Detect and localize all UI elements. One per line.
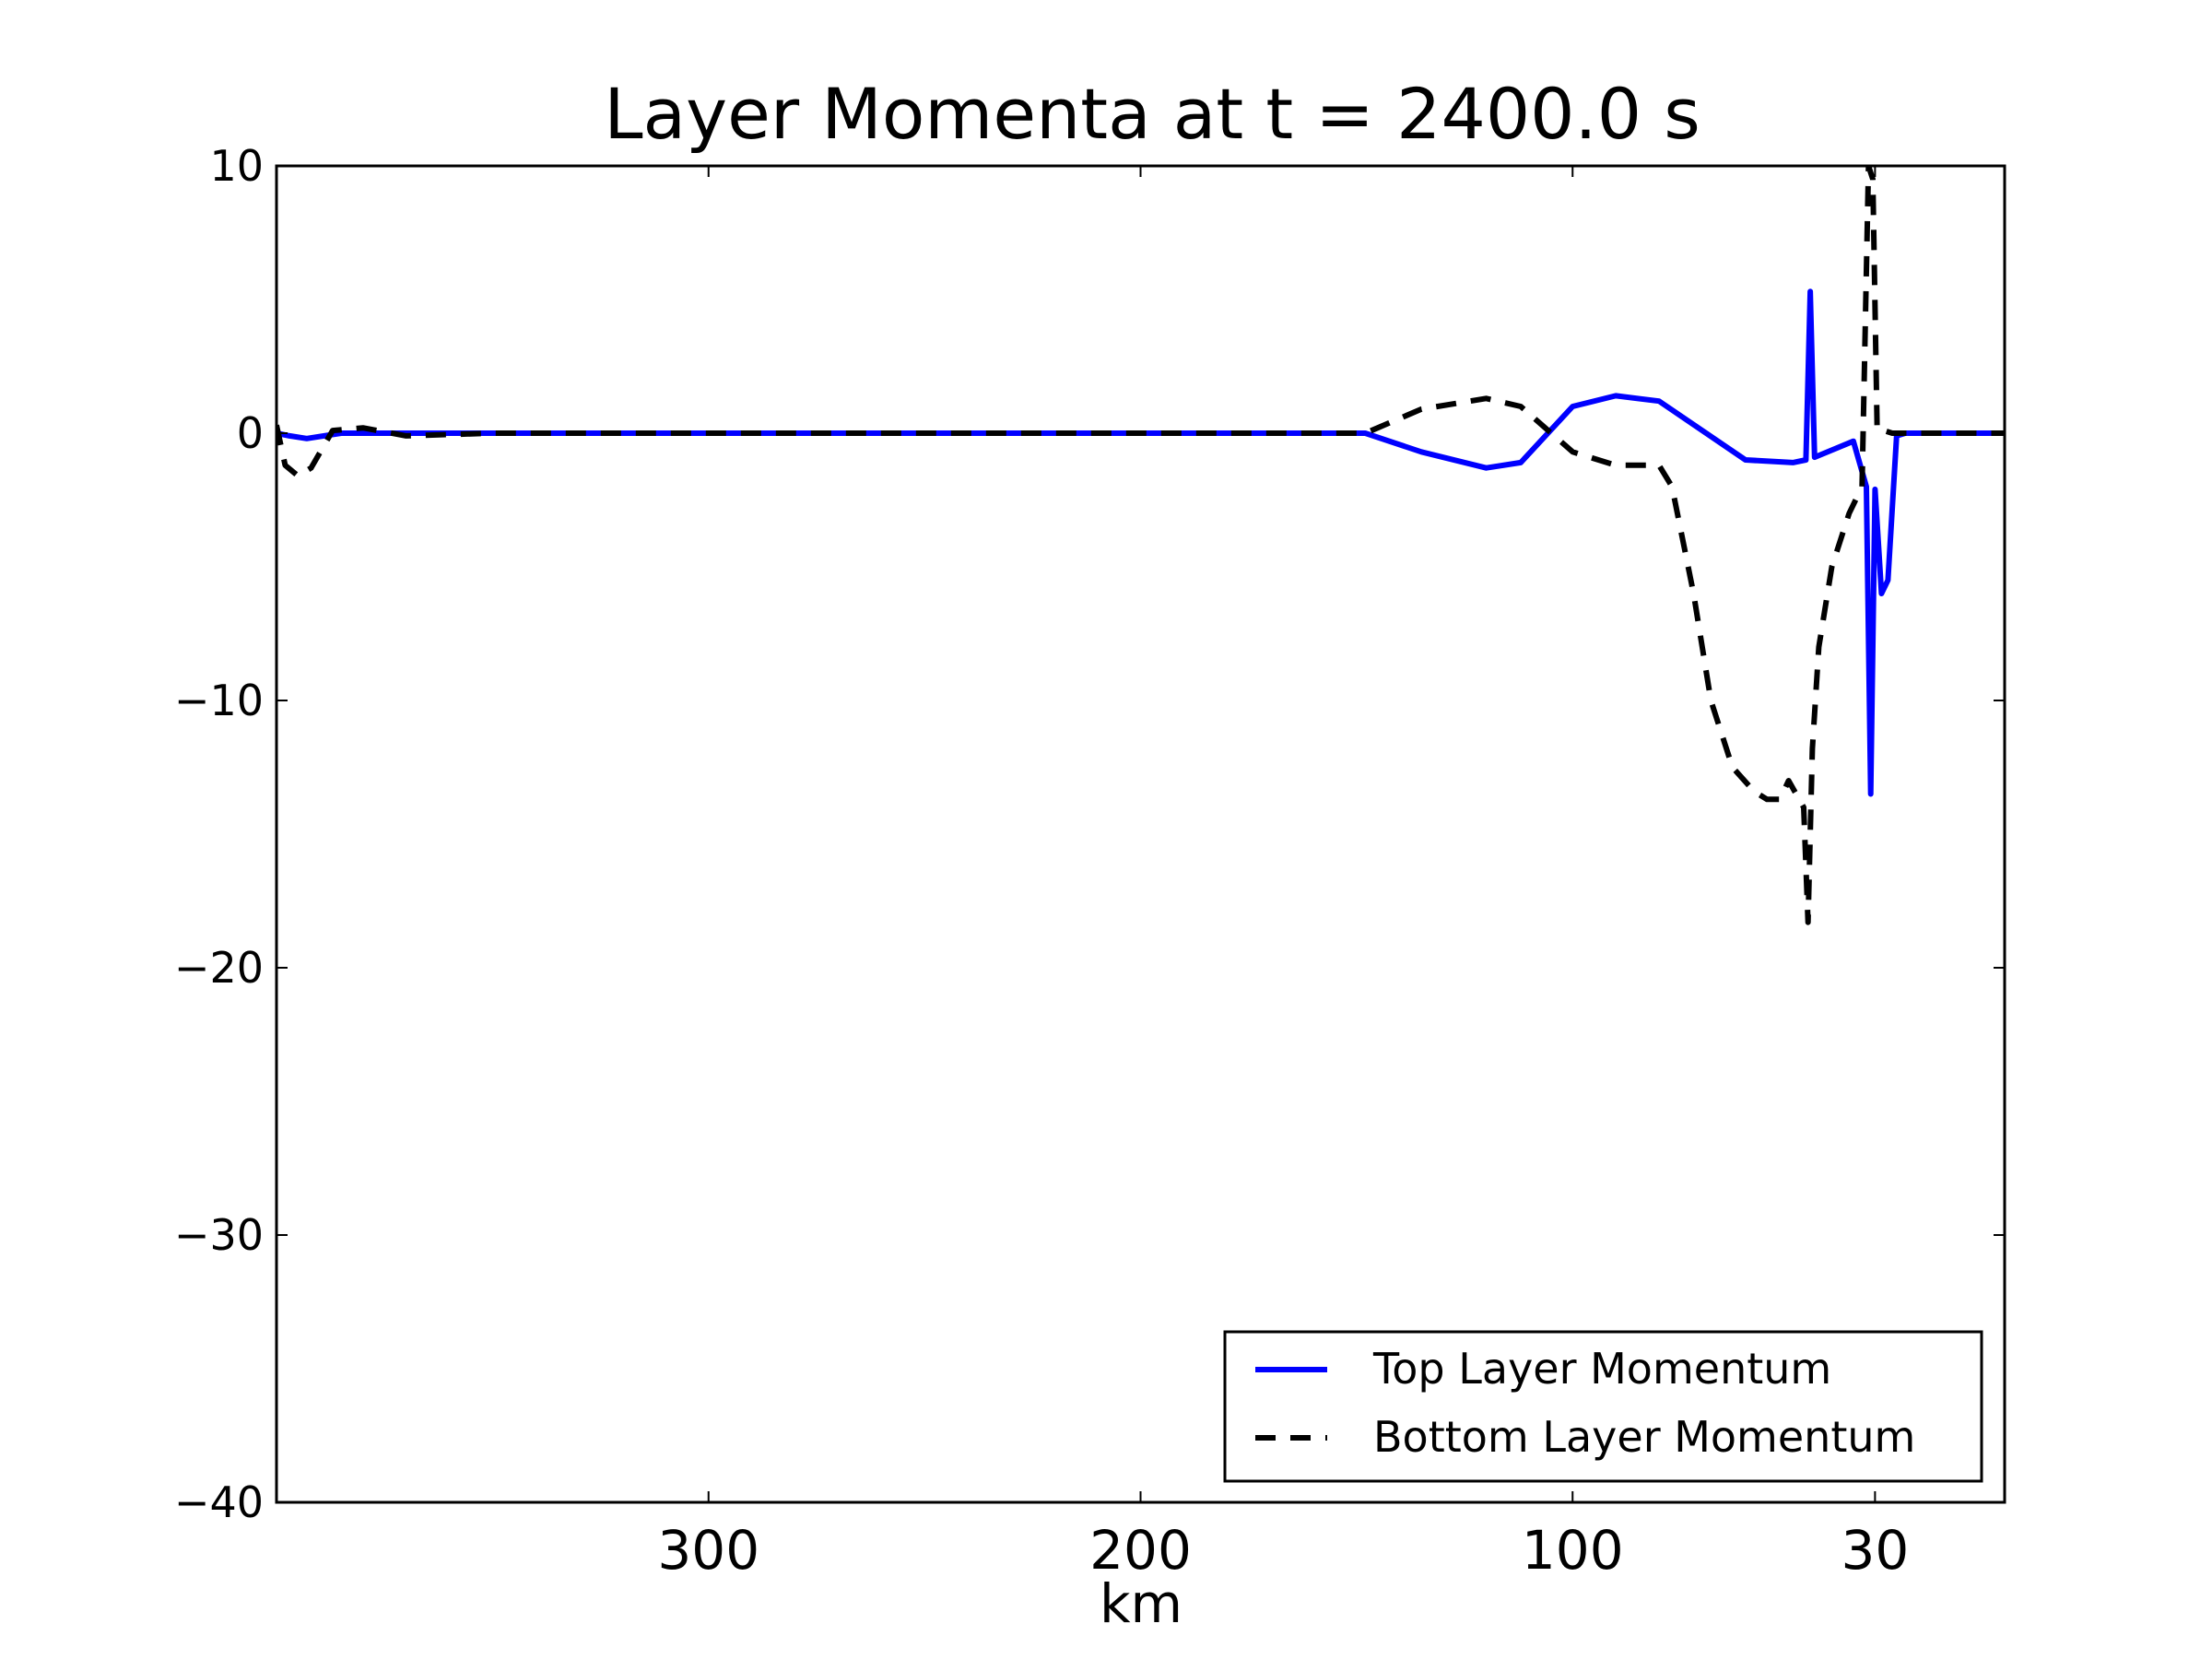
chart-title: Layer Momenta at t = 2400.0 s (604, 73, 1700, 155)
y-tick-label: −20 (174, 943, 264, 993)
series-layer (276, 166, 2005, 925)
plot-area (275, 164, 2006, 1504)
y-tick-label: −10 (174, 676, 264, 725)
legend-label-top-layer: Top Layer Momentum (1372, 1344, 1831, 1394)
legend-frame (1223, 1330, 1983, 1483)
legend-label-bottom-layer: Bottom Layer Momentum (1373, 1412, 1915, 1462)
x-tick-label: 200 (1089, 1519, 1192, 1582)
series-line-bottom-layer-momentum (276, 166, 2005, 925)
legend: Top Layer Momentum Bottom Layer Momentum (1223, 1330, 1983, 1483)
plot-frame (275, 164, 2006, 1504)
x-tick-label: 30 (1841, 1519, 1909, 1582)
x-tick-labels: 300 200 100 30 (657, 1519, 1909, 1582)
plot-background (276, 166, 2005, 1502)
x-tick-label: 100 (1522, 1519, 1624, 1582)
y-tick-labels: 10 0 −10 −20 −30 −40 (174, 141, 264, 1527)
y-tick-label: 0 (237, 408, 264, 458)
x-tick-label: 300 (657, 1519, 759, 1582)
y-tick-label: −40 (174, 1477, 264, 1527)
y-tick-label: −30 (174, 1210, 264, 1260)
y-tick-label: 10 (209, 141, 264, 191)
x-axis-label: km (1100, 1572, 1182, 1635)
